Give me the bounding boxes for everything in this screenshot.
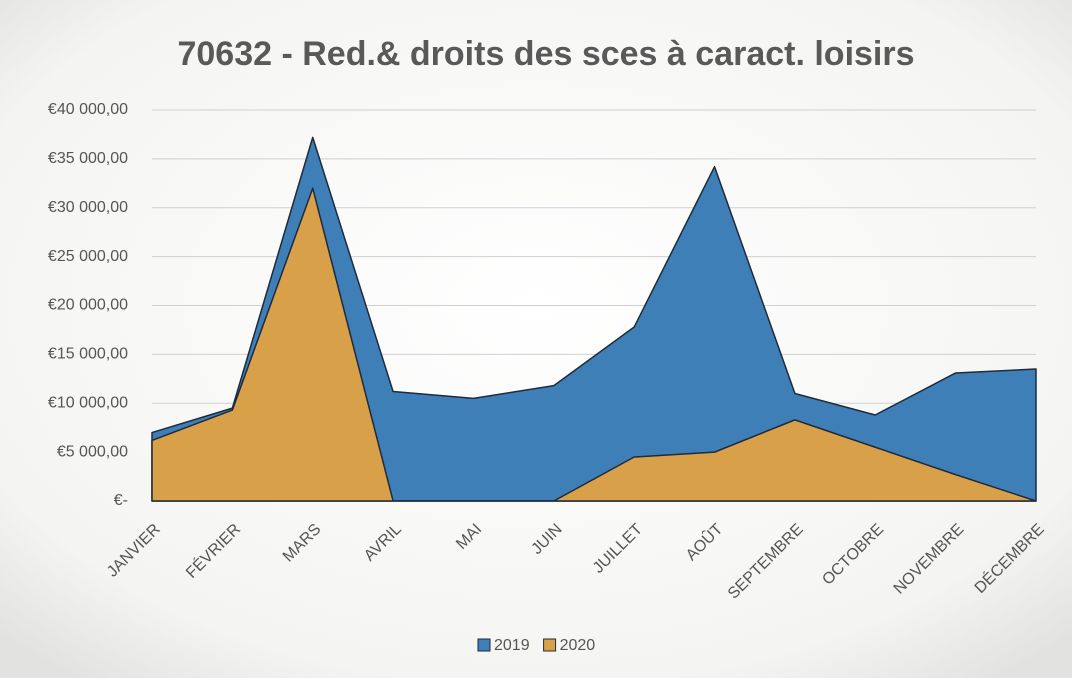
legend-label: 2020 <box>560 637 596 654</box>
legend-swatch <box>543 638 557 652</box>
legend: 2019 2020 <box>477 637 596 654</box>
legend-label: 2019 <box>494 637 530 654</box>
y-tick-label: €35 000,00 <box>48 150 128 167</box>
y-tick-label: €40 000,00 <box>48 101 128 118</box>
y-tick-label: €30 000,00 <box>48 199 128 216</box>
y-tick-label: €25 000,00 <box>48 248 128 265</box>
y-tick-label: €15 000,00 <box>48 346 128 363</box>
legend-swatch <box>477 638 491 652</box>
y-tick-label: €- <box>114 492 128 509</box>
y-tick-label: €20 000,00 <box>48 297 128 314</box>
area <box>151 187 1037 502</box>
area <box>151 136 1037 502</box>
chart-title: 70632 - Red.& droits des sces à caract. … <box>177 35 914 73</box>
y-tick-label: €10 000,00 <box>48 394 128 411</box>
y-tick-label: €5 000,00 <box>57 443 128 460</box>
